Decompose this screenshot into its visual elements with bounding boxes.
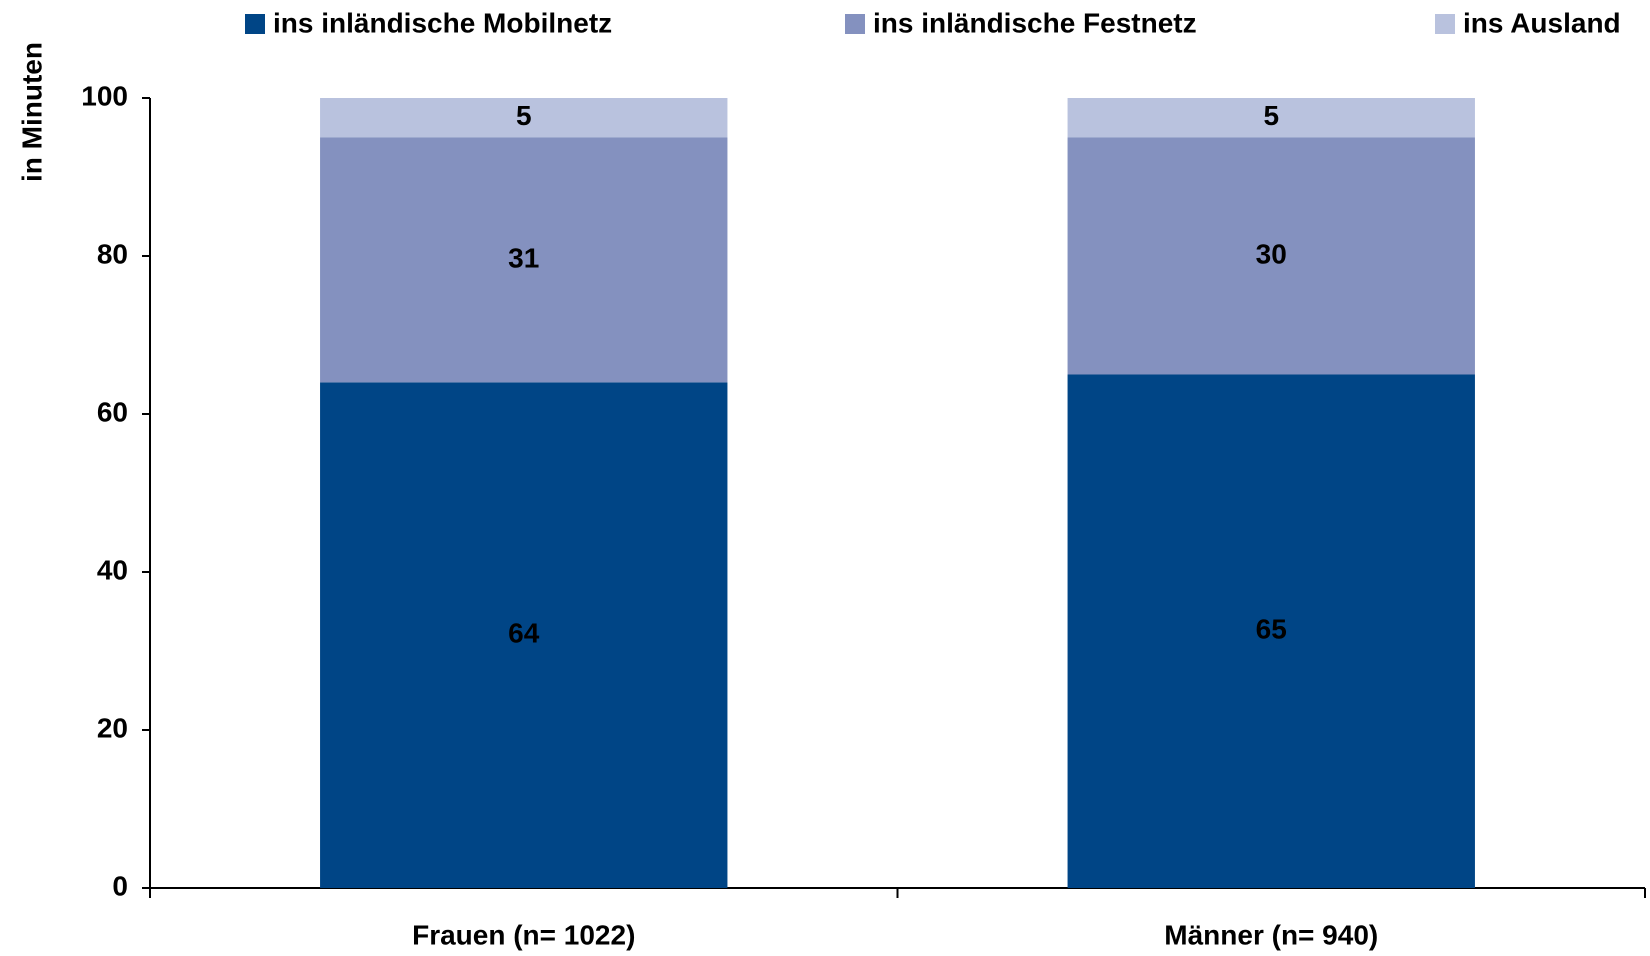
legend-swatch	[845, 14, 865, 34]
data-label: 30	[1256, 238, 1287, 269]
legend-label: ins inländische Festnetz	[873, 7, 1197, 38]
bar-segment	[320, 137, 728, 383]
y-axis-title: in Minuten	[16, 42, 47, 182]
legend-swatch	[245, 14, 265, 34]
data-label: 31	[508, 242, 539, 273]
legend-swatch	[1435, 14, 1455, 34]
data-label: 5	[1263, 100, 1279, 131]
data-label: 5	[516, 100, 532, 131]
bar-segment	[320, 98, 728, 138]
y-tick-label: 100	[81, 80, 128, 111]
y-tick-label: 60	[97, 396, 128, 427]
y-tick-label: 0	[112, 870, 128, 901]
y-tick-label: 40	[97, 554, 128, 585]
bar-segment	[320, 382, 728, 888]
legend-label: ins Ausland	[1463, 7, 1621, 38]
data-label: 65	[1256, 614, 1287, 645]
data-label: 64	[508, 618, 540, 649]
x-tick-label: Frauen (n= 1022)	[412, 919, 635, 950]
bar-segment	[1067, 374, 1475, 888]
x-tick-label: Männer (n= 940)	[1164, 919, 1378, 950]
y-tick-label: 20	[97, 712, 128, 743]
legend-label: ins inländische Mobilnetz	[273, 7, 612, 38]
bar-segment	[1067, 137, 1475, 375]
bar-segment	[1067, 98, 1475, 138]
y-tick-label: 80	[97, 238, 128, 269]
